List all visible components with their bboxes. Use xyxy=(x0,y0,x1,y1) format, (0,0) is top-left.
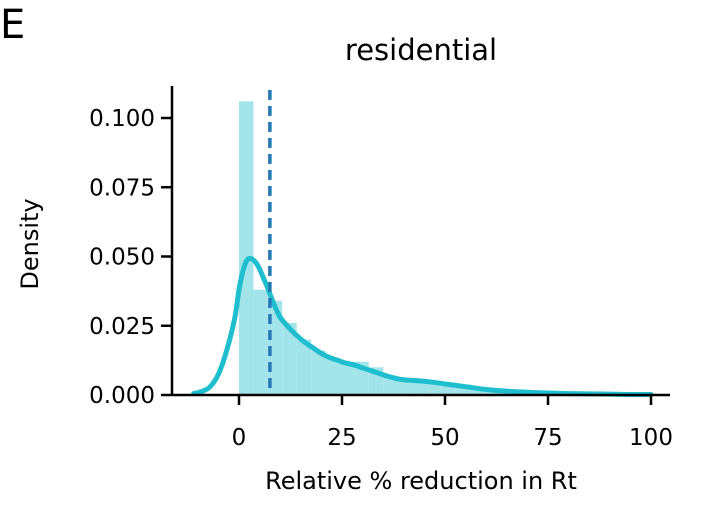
histogram-bar xyxy=(339,361,355,395)
chart-title: residential xyxy=(345,33,497,67)
histogram-bar xyxy=(239,101,254,395)
x-tick-label: 50 xyxy=(430,425,459,451)
histogram-bar xyxy=(455,386,470,395)
histogram-bar xyxy=(440,383,456,395)
histogram-bar xyxy=(253,289,268,395)
y-axis-ticks: 0.000 0.025 0.050 0.075 0.100 xyxy=(89,106,172,409)
y-tick-label: 0.100 xyxy=(89,106,155,132)
kde-curve xyxy=(191,255,654,397)
x-tick-label: 0 xyxy=(232,425,247,451)
histogram-bar xyxy=(426,383,441,395)
histogram-bar xyxy=(282,322,297,395)
panel-label: E xyxy=(0,2,25,48)
y-tick-label: 0.025 xyxy=(89,314,155,340)
y-tick-label: 0.000 xyxy=(89,383,155,409)
histogram-bar xyxy=(296,339,312,395)
y-tick-label: 0.075 xyxy=(89,175,155,201)
y-tick-label: 0.050 xyxy=(89,245,155,271)
x-tick-label: 75 xyxy=(533,425,562,451)
histogram-bars xyxy=(239,101,651,395)
histogram-bar xyxy=(311,350,326,395)
histogram-bar xyxy=(325,358,340,395)
y-axis-label: Density xyxy=(16,198,44,289)
x-axis-label: Relative % reduction in Rt xyxy=(265,467,577,495)
histogram-bar xyxy=(469,386,485,395)
kde-curve-group xyxy=(191,255,654,397)
x-axis-ticks: 0 25 50 75 100 xyxy=(232,395,673,451)
x-tick-label: 25 xyxy=(327,425,356,451)
x-tick-label: 100 xyxy=(629,425,673,451)
histogram-bar xyxy=(412,381,427,395)
